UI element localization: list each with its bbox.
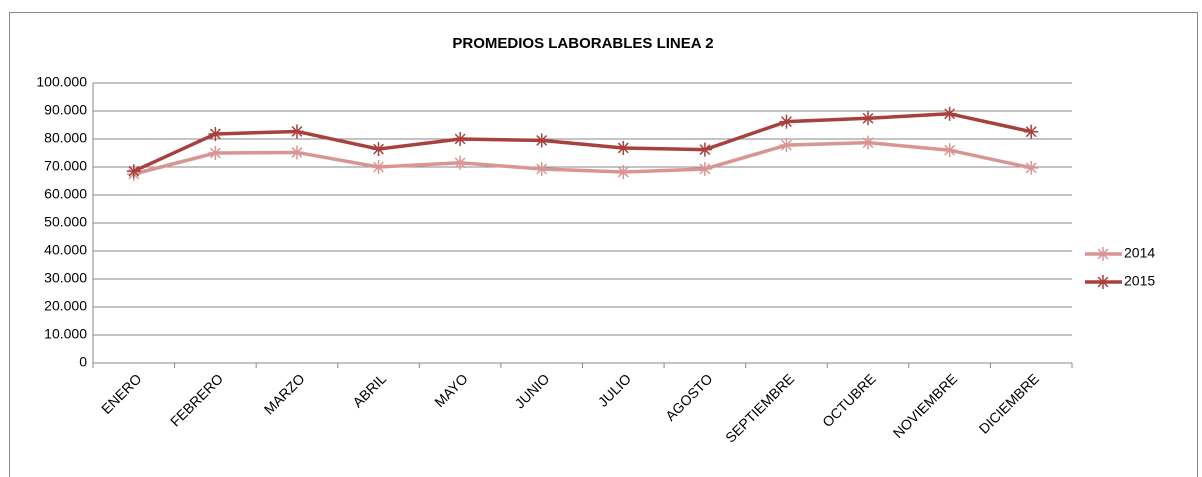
y-tick-label: 30.000 xyxy=(44,270,87,286)
marker-stroke xyxy=(1097,248,1109,260)
data-marker xyxy=(208,146,223,160)
series-line xyxy=(133,140,1032,176)
data-marker xyxy=(616,165,631,180)
marker-stroke xyxy=(536,163,548,175)
data-marker xyxy=(534,161,549,176)
chart-frame xyxy=(9,12,1198,477)
y-tick-label: 20.000 xyxy=(44,298,87,314)
series-line xyxy=(133,112,1032,173)
marker-stroke xyxy=(699,144,711,156)
marker-stroke xyxy=(862,137,874,149)
marker-stroke xyxy=(454,157,466,169)
marker-stroke xyxy=(862,112,874,124)
marker-stroke xyxy=(1025,126,1037,138)
data-marker xyxy=(1024,160,1039,175)
y-tick-label: 50.000 xyxy=(44,214,87,230)
marker-stroke xyxy=(944,108,956,120)
marker-stroke xyxy=(617,142,629,154)
data-marker xyxy=(779,138,794,153)
data-marker xyxy=(1024,124,1039,139)
legend-label: 2014 xyxy=(1124,245,1155,261)
legend-label: 2015 xyxy=(1124,273,1155,289)
marker-stroke xyxy=(781,139,792,151)
data-marker xyxy=(697,161,712,176)
data-marker xyxy=(697,142,712,157)
data-marker xyxy=(534,133,549,148)
y-tick-label: 0 xyxy=(79,354,87,370)
y-tick-label: 40.000 xyxy=(44,242,87,258)
data-marker xyxy=(861,111,876,126)
data-marker xyxy=(861,135,876,150)
marker-stroke xyxy=(699,163,711,175)
data-marker xyxy=(453,155,468,170)
marker-stroke xyxy=(944,144,956,156)
legend-marker xyxy=(1096,247,1110,261)
data-marker xyxy=(126,164,141,179)
data-marker xyxy=(289,124,304,139)
marker-stroke xyxy=(617,166,629,178)
y-tick-label: 60.000 xyxy=(44,186,87,202)
data-marker xyxy=(942,143,957,158)
y-tick-label: 100.000 xyxy=(36,74,87,90)
marker-stroke xyxy=(209,147,221,159)
chart-title: PROMEDIOS LABORABLES LINEA 2 xyxy=(452,35,713,52)
data-marker xyxy=(616,140,631,155)
legend-marker xyxy=(1096,275,1110,289)
marker-stroke xyxy=(291,126,303,137)
marker-stroke xyxy=(454,133,466,145)
marker-stroke xyxy=(536,134,548,146)
marker-stroke xyxy=(373,143,384,155)
data-marker xyxy=(208,126,223,141)
y-tick-label: 70.000 xyxy=(44,158,87,174)
data-marker xyxy=(371,142,386,157)
marker-stroke xyxy=(291,147,303,158)
data-marker xyxy=(942,106,957,121)
marker-stroke xyxy=(1097,276,1109,288)
data-marker xyxy=(371,160,386,174)
y-tick-label: 10.000 xyxy=(44,326,87,342)
data-marker xyxy=(453,132,468,146)
marker-stroke xyxy=(209,128,221,140)
data-marker xyxy=(289,145,304,160)
y-tick-label: 90.000 xyxy=(44,102,87,118)
data-marker xyxy=(779,114,794,129)
marker-stroke xyxy=(373,161,384,173)
marker-stroke xyxy=(128,165,140,177)
marker-stroke xyxy=(781,116,792,128)
y-tick-label: 80.000 xyxy=(44,130,87,146)
marker-stroke xyxy=(1025,162,1037,174)
